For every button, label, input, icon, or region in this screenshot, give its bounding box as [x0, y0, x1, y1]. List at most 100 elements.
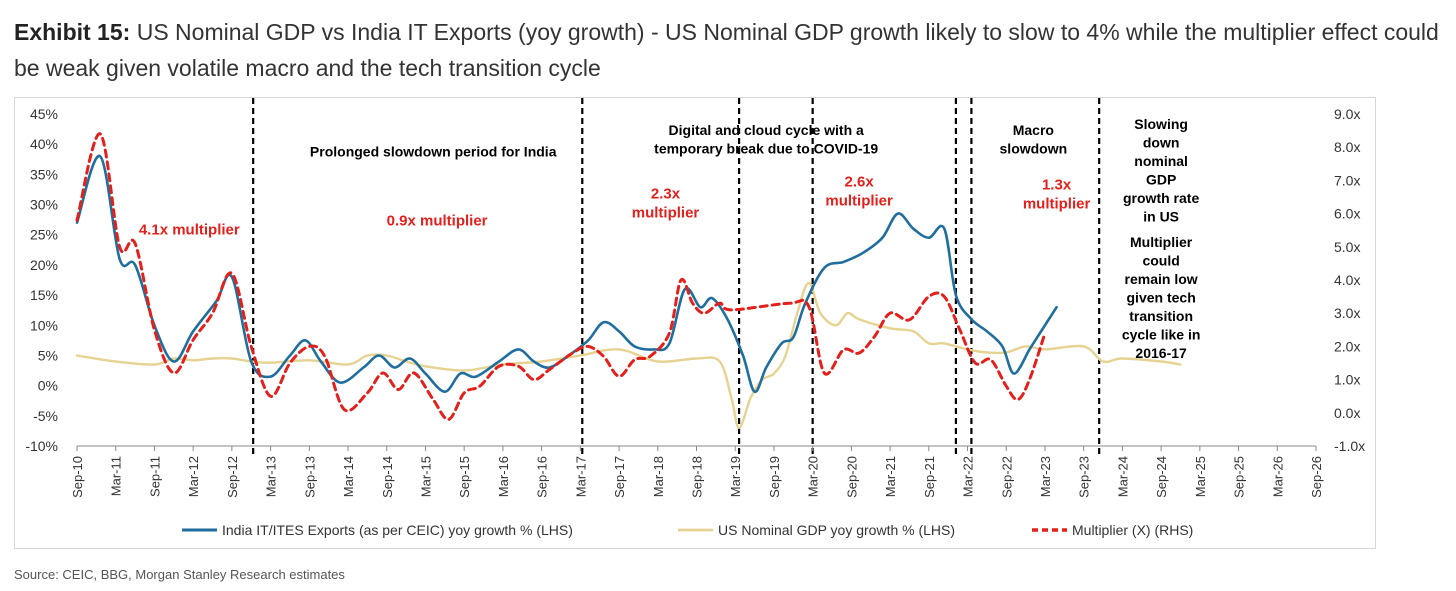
multiplier-annotation: 4.1x multiplier: [139, 222, 240, 239]
x-tick-label: Sep-23: [1077, 456, 1092, 498]
annotation-text-line: growth rate: [1123, 190, 1199, 206]
y-right-tick-label: 7.0x: [1334, 172, 1360, 188]
multiplier-annotation: 1.3x multiplier: [1023, 176, 1091, 212]
y-left-tick-label: 5%: [38, 347, 58, 363]
annotation-text-line: 2.3x: [651, 186, 681, 203]
x-tick-label: Mar-11: [109, 456, 124, 496]
x-tick-label: Mar-23: [1038, 456, 1053, 497]
annotation-text-line: Digital and cloud cycle with a: [669, 122, 864, 138]
x-tick-label: Mar-19: [728, 456, 743, 497]
period-annotation: Slowing down nominal GDP growth rate in US: [1123, 116, 1199, 225]
y-left-tick-label: 45%: [30, 106, 58, 122]
x-tick-label: Sep-17: [612, 456, 627, 498]
legend-layer: India IT/ITES Exports (as per CEIC) yoy …: [182, 522, 1193, 538]
y-left-tick-label: 30%: [30, 197, 58, 213]
annotation-text-line: GDP: [1146, 172, 1176, 188]
period-annotation: Macro slowdown: [1000, 122, 1068, 157]
series-layer: [75, 132, 1182, 430]
annotation-text-line: remain low: [1125, 271, 1198, 287]
x-tick-label: Mar-21: [883, 456, 898, 497]
annotation-text-line: 2.6x: [845, 173, 875, 190]
y-right-tick-label: 8.0x: [1334, 139, 1360, 155]
exhibit-title: Exhibit 15: US Nominal GDP vs India IT E…: [14, 14, 1454, 86]
x-tick-label: Mar-18: [651, 456, 666, 497]
x-tick-label: Sep-12: [225, 456, 240, 498]
x-tick-label: Mar-16: [496, 456, 511, 497]
multiplier-line: [75, 132, 1047, 421]
annotation-layer: Prolonged slowdown period for India Digit…: [139, 116, 1201, 361]
multiplier-annotation: 0.9x multiplier: [387, 213, 488, 230]
y-right-tick-label: 2.0x: [1334, 338, 1360, 354]
x-tick-label: Mar-15: [418, 456, 433, 497]
legend-label: India IT/ITES Exports (as per CEIC) yoy …: [222, 522, 573, 538]
y-right-tick-label: 4.0x: [1334, 272, 1360, 288]
annotation-text-line: transition: [1129, 308, 1193, 324]
y-right-tick-label: 5.0x: [1334, 239, 1360, 255]
x-tick-label: Mar-26: [1270, 456, 1285, 497]
annotation-text-line: temporary break due to COVID-19: [654, 141, 878, 157]
x-tick-label: Sep-21: [922, 456, 937, 498]
annotation-text-line: Prolonged slowdown period for India: [310, 143, 557, 159]
legend-label: Multiplier (X) (RHS): [1072, 522, 1193, 538]
annotation-text-line: could: [1142, 252, 1179, 268]
annotation-text-line: multiplier: [632, 205, 700, 222]
x-tick-label: Sep-16: [535, 456, 550, 498]
y-left-tick-label: 0%: [38, 378, 58, 394]
source-note: Source: CEIC, BBG, Morgan Stanley Resear…: [14, 567, 345, 582]
x-tick-label: Mar-22: [961, 456, 976, 497]
x-tick-label: Sep-14: [380, 456, 395, 498]
y-left-tick-label: 35%: [30, 166, 58, 182]
annotation-text-line: Macro: [1013, 122, 1054, 138]
exhibit-description: US Nominal GDP vs India IT Exports (yoy …: [14, 19, 1439, 81]
x-tick-label: Mar-13: [264, 456, 279, 497]
annotation-text-line: Multiplier: [1130, 234, 1193, 250]
exhibit-number: Exhibit 15:: [14, 19, 131, 45]
y-right-tick-label: 1.0x: [1334, 372, 1360, 388]
period-annotation: Digital and cloud cycle with a temporary …: [654, 122, 878, 157]
annotation-text-line: multiplier: [825, 192, 893, 209]
annotation-text-line: 4.1x multiplier: [139, 222, 240, 239]
x-tick-label: Sep-11: [147, 456, 162, 497]
annotation-text-line: nominal: [1134, 153, 1188, 169]
annotation-text-line: multiplier: [1023, 195, 1091, 212]
annotation-text-line: cycle like in: [1122, 326, 1201, 342]
x-tick-label: Sep-26: [1309, 456, 1324, 498]
india-it-exports-line: [75, 154, 1058, 393]
y-right-tick-label: 3.0x: [1334, 305, 1360, 321]
chart-frame: [14, 97, 1376, 549]
x-tick-label: Mar-14: [341, 456, 356, 497]
y-left-tick-label: 40%: [30, 136, 58, 152]
y-left-tick-label: -5%: [33, 408, 58, 424]
x-tick-label: Sep-13: [302, 456, 317, 498]
x-tick-label: Sep-19: [767, 456, 782, 498]
x-tick-label: Sep-18: [690, 456, 705, 498]
annotation-text-line: 0.9x multiplier: [387, 213, 488, 230]
x-tick-label: Mar-12: [186, 456, 201, 497]
x-tick-label: Sep-10: [70, 456, 85, 498]
annotation-text-line: Slowing: [1134, 116, 1188, 132]
x-tick-label: Mar-20: [806, 456, 821, 497]
legend-label: US Nominal GDP yoy growth % (LHS): [718, 522, 955, 538]
y-right-tick-label: 0.0x: [1334, 405, 1360, 421]
annotation-text-line: down: [1143, 135, 1180, 151]
period-annotation: Prolonged slowdown period for India: [310, 143, 557, 159]
x-tick-label: Mar-24: [1115, 456, 1130, 497]
multiplier-annotation: 2.3x multiplier: [632, 186, 700, 222]
annotation-text-line: 2016-17: [1135, 345, 1187, 361]
x-tick-label: Sep-22: [999, 456, 1014, 498]
annotation-text-line: slowdown: [1000, 141, 1068, 157]
x-tick-label: Sep-24: [1154, 456, 1169, 498]
x-tick-label: Mar-17: [573, 456, 588, 497]
y-left-tick-label: 25%: [30, 227, 58, 243]
annotation-text-line: 1.3x: [1042, 176, 1072, 193]
y-left-tick-label: 15%: [30, 287, 58, 303]
x-tick-label: Sep-25: [1232, 456, 1247, 498]
multiplier-annotation: 2.6x multiplier: [825, 173, 893, 209]
annotation-text-line: in US: [1143, 209, 1179, 225]
y-right-tick-label: -1.0x: [1334, 438, 1365, 454]
period-annotation: Multiplier could remain low given tech trans…: [1122, 234, 1201, 361]
annotation-text-line: given tech: [1127, 289, 1196, 305]
x-tick-label: Mar-25: [1193, 456, 1208, 497]
y-left-tick-label: -10%: [25, 438, 58, 454]
